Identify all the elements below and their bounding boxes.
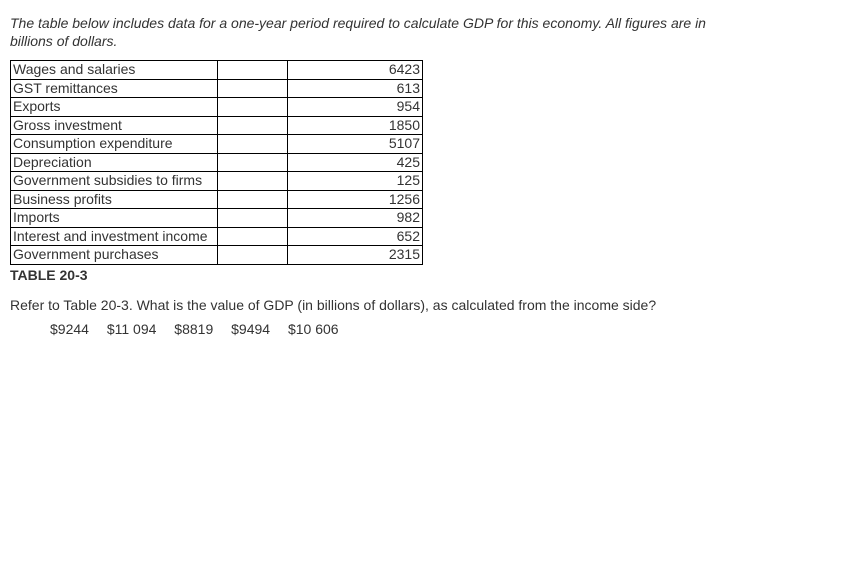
row-label: Consumption expenditure [11, 135, 218, 154]
row-spacer [218, 153, 288, 172]
table-row: Interest and investment income 652 [11, 227, 423, 246]
table-row: Government subsidies to firms 125 [11, 172, 423, 191]
option-d[interactable]: $9494 [231, 321, 270, 337]
row-value: 1850 [288, 116, 423, 135]
row-value: 6423 [288, 61, 423, 80]
row-label: Wages and salaries [11, 61, 218, 80]
row-value: 613 [288, 79, 423, 98]
row-spacer [218, 116, 288, 135]
row-label: Gross investment [11, 116, 218, 135]
row-value: 2315 [288, 246, 423, 265]
row-spacer [218, 190, 288, 209]
table-row: Government purchases 2315 [11, 246, 423, 265]
row-label: Interest and investment income [11, 227, 218, 246]
question-text: Refer to Table 20-3. What is the value o… [10, 297, 845, 313]
row-label: GST remittances [11, 79, 218, 98]
row-label: Imports [11, 209, 218, 228]
row-spacer [218, 135, 288, 154]
row-spacer [218, 98, 288, 117]
row-value: 652 [288, 227, 423, 246]
row-spacer [218, 246, 288, 265]
row-label: Business profits [11, 190, 218, 209]
row-label: Government purchases [11, 246, 218, 265]
gdp-data-table: Wages and salaries 6423 GST remittances … [10, 60, 423, 265]
option-c[interactable]: $8819 [174, 321, 213, 337]
row-label: Government subsidies to firms [11, 172, 218, 191]
row-spacer [218, 172, 288, 191]
table-row: Wages and salaries 6423 [11, 61, 423, 80]
row-value: 1256 [288, 190, 423, 209]
row-spacer [218, 79, 288, 98]
table-row: Depreciation 425 [11, 153, 423, 172]
row-value: 125 [288, 172, 423, 191]
table-row: Imports 982 [11, 209, 423, 228]
row-label: Exports [11, 98, 218, 117]
row-value: 5107 [288, 135, 423, 154]
row-value: 982 [288, 209, 423, 228]
table-row: Gross investment 1850 [11, 116, 423, 135]
intro-text: The table below includes data for a one-… [10, 14, 730, 50]
table-row: Consumption expenditure 5107 [11, 135, 423, 154]
row-spacer [218, 209, 288, 228]
table-row: Business profits 1256 [11, 190, 423, 209]
answer-options: $9244 $11 094 $8819 $9494 $10 606 [10, 321, 845, 337]
option-e[interactable]: $10 606 [288, 321, 339, 337]
table-row: Exports 954 [11, 98, 423, 117]
row-value: 425 [288, 153, 423, 172]
row-label: Depreciation [11, 153, 218, 172]
row-spacer [218, 227, 288, 246]
row-value: 954 [288, 98, 423, 117]
option-b[interactable]: $11 094 [107, 321, 157, 337]
option-a[interactable]: $9244 [50, 321, 89, 337]
table-caption: TABLE 20-3 [10, 267, 845, 283]
row-spacer [218, 61, 288, 80]
table-row: GST remittances 613 [11, 79, 423, 98]
